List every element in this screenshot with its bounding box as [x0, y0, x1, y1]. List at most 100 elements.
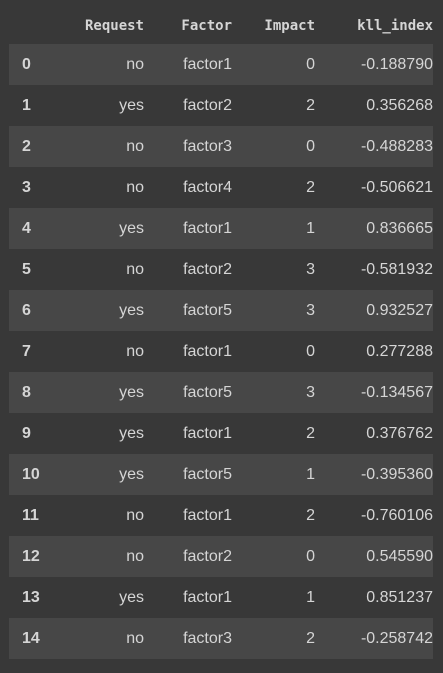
row-index: 7 [22, 342, 31, 360]
cell-request: no [126, 55, 144, 73]
cell-factor: factor1 [183, 219, 232, 237]
table-body: 0 no factor1 0 -0.188790 1 yes factor2 2 0.356268… [9, 44, 433, 659]
table-row: 12 no factor2 0 0.545590 [9, 536, 433, 577]
dataframe-table: Request Factor Impact kll_index 0 no facto… [9, 8, 433, 659]
cell-request: yes [119, 96, 144, 114]
cell-kll-index: 0.277288 [366, 342, 433, 360]
cell-kll-index: -0.258742 [360, 629, 433, 647]
header-index [9, 8, 55, 44]
cell-factor: factor5 [183, 465, 232, 483]
row-index: 3 [22, 178, 31, 196]
cell-kll-index: -0.506621 [360, 178, 433, 196]
cell-factor: factor2 [183, 260, 232, 278]
cell-factor: factor3 [183, 137, 232, 155]
table-row: 14 no factor3 2 -0.258742 [9, 618, 433, 659]
table-row: 9 yes factor1 2 0.376762 [9, 413, 433, 454]
cell-kll-index: 0.545590 [366, 547, 433, 565]
table-row: 13 yes factor1 1 0.851237 [9, 577, 433, 618]
row-index: 11 [22, 506, 39, 524]
table-row: 0 no factor1 0 -0.188790 [9, 44, 433, 85]
table-row: 7 no factor1 0 0.277288 [9, 331, 433, 372]
cell-request: no [126, 342, 144, 360]
cell-factor: factor5 [183, 383, 232, 401]
header-request: Request [84, 18, 144, 34]
cell-impact: 2 [306, 424, 315, 442]
row-index: 14 [22, 629, 40, 647]
table-row: 6 yes factor5 3 0.932527 [9, 290, 433, 331]
cell-kll-index: -0.188790 [360, 55, 433, 73]
table-row: 4 yes factor1 1 0.836665 [9, 208, 433, 249]
cell-impact: 1 [306, 219, 315, 237]
cell-impact: 3 [306, 301, 315, 319]
cell-factor: factor3 [183, 629, 232, 647]
row-index: 2 [22, 137, 31, 155]
table-row: 1 yes factor2 2 0.356268 [9, 85, 433, 126]
cell-impact: 0 [306, 342, 315, 360]
cell-kll-index: -0.760106 [360, 506, 433, 524]
header-row: Request Factor Impact kll_index [9, 8, 433, 44]
cell-factor: factor5 [183, 301, 232, 319]
cell-impact: 2 [306, 96, 315, 114]
table-row: 5 no factor2 3 -0.581932 [9, 249, 433, 290]
header-kll-index: kll_index [357, 18, 433, 34]
cell-impact: 1 [306, 465, 315, 483]
cell-kll-index: -0.581932 [360, 260, 433, 278]
row-index: 13 [22, 588, 40, 606]
cell-request: yes [119, 588, 144, 606]
row-index: 9 [22, 424, 31, 442]
cell-factor: factor2 [183, 96, 232, 114]
cell-kll-index: 0.836665 [366, 219, 433, 237]
cell-request: yes [119, 465, 144, 483]
cell-impact: 3 [306, 383, 315, 401]
cell-impact: 3 [306, 260, 315, 278]
row-index: 0 [22, 55, 31, 73]
cell-impact: 2 [306, 178, 315, 196]
cell-impact: 0 [306, 547, 315, 565]
cell-factor: factor4 [183, 178, 232, 196]
header-factor: Factor [181, 18, 232, 34]
table-header: Request Factor Impact kll_index [9, 8, 433, 44]
cell-request: yes [119, 301, 144, 319]
cell-factor: factor1 [183, 342, 232, 360]
cell-request: yes [119, 424, 144, 442]
cell-factor: factor2 [183, 547, 232, 565]
cell-request: no [126, 260, 144, 278]
row-index: 1 [22, 96, 31, 114]
cell-kll-index: -0.134567 [360, 383, 433, 401]
cell-impact: 0 [306, 137, 315, 155]
cell-factor: factor1 [183, 588, 232, 606]
cell-kll-index: 0.356268 [366, 96, 433, 114]
header-impact: Impact [264, 18, 315, 34]
table-row: 11 no factor1 2 -0.760106 [9, 495, 433, 536]
cell-impact: 2 [306, 629, 315, 647]
cell-request: no [126, 506, 144, 524]
cell-request: no [126, 178, 144, 196]
cell-impact: 2 [306, 506, 315, 524]
cell-factor: factor1 [183, 424, 232, 442]
row-index: 10 [22, 465, 40, 483]
cell-kll-index: 0.932527 [366, 301, 433, 319]
table-row: 2 no factor3 0 -0.488283 [9, 126, 433, 167]
cell-kll-index: 0.376762 [366, 424, 433, 442]
cell-request: yes [119, 219, 144, 237]
cell-kll-index: 0.851237 [366, 588, 433, 606]
table-row: 10 yes factor5 1 -0.395360 [9, 454, 433, 495]
row-index: 6 [22, 301, 31, 319]
row-index: 4 [22, 219, 31, 237]
cell-kll-index: -0.395360 [360, 465, 433, 483]
cell-request: no [126, 547, 144, 565]
table-row: 8 yes factor5 3 -0.134567 [9, 372, 433, 413]
cell-request: no [126, 629, 144, 647]
cell-request: no [126, 137, 144, 155]
table-row: 3 no factor4 2 -0.506621 [9, 167, 433, 208]
cell-impact: 1 [306, 588, 315, 606]
cell-request: yes [119, 383, 144, 401]
row-index: 12 [22, 547, 40, 565]
cell-factor: factor1 [183, 55, 232, 73]
row-index: 8 [22, 383, 31, 401]
cell-kll-index: -0.488283 [360, 137, 433, 155]
cell-factor: factor1 [183, 506, 232, 524]
cell-impact: 0 [306, 55, 315, 73]
row-index: 5 [22, 260, 31, 278]
